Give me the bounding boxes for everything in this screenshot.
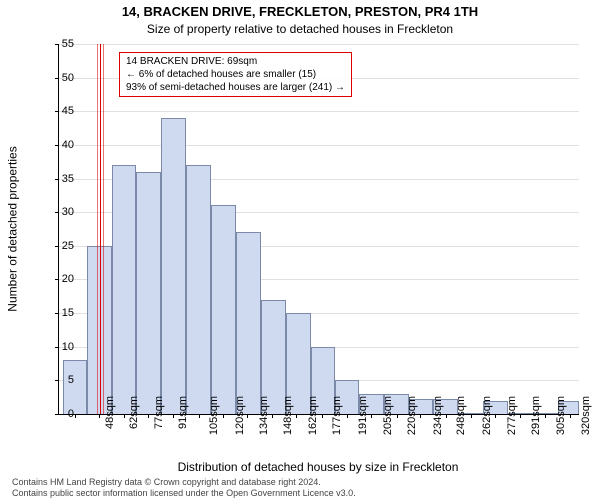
x-tick-label: 277sqm xyxy=(506,396,518,435)
y-tick-label: 10 xyxy=(44,341,74,353)
y-tick-label: 5 xyxy=(44,374,74,386)
annotation-line-3: 93% of semi-detached houses are larger (… xyxy=(126,81,345,94)
y-tick-label: 25 xyxy=(44,240,74,252)
histogram-bar xyxy=(186,165,211,414)
footer-line-2: Contains public sector information licen… xyxy=(12,488,356,498)
x-tick-label: 77sqm xyxy=(153,396,165,429)
reference-line xyxy=(97,44,98,414)
x-tick xyxy=(223,414,224,418)
gridline xyxy=(59,44,579,45)
x-tick xyxy=(520,414,521,418)
footer-attribution: Contains HM Land Registry data © Crown c… xyxy=(12,477,356,498)
x-tick xyxy=(570,414,571,418)
histogram-bar xyxy=(136,172,161,414)
x-tick xyxy=(495,414,496,418)
y-tick-label: 40 xyxy=(44,139,74,151)
y-tick-label: 20 xyxy=(44,273,74,285)
x-tick-label: 305sqm xyxy=(555,396,567,435)
y-axis-label: Number of detached properties xyxy=(6,44,20,414)
x-tick xyxy=(420,414,421,418)
x-tick xyxy=(199,414,200,418)
x-tick xyxy=(272,414,273,418)
x-tick-label: 120sqm xyxy=(234,396,246,435)
x-tick-label: 234sqm xyxy=(432,396,444,435)
chart-subtitle: Size of property relative to detached ho… xyxy=(0,22,600,36)
x-tick xyxy=(75,414,76,418)
property-size-histogram: 14, BRACKEN DRIVE, FRECKLETON, PRESTON, … xyxy=(0,0,600,500)
x-tick xyxy=(397,414,398,418)
x-tick-label: 205sqm xyxy=(382,396,394,435)
y-tick-label: 0 xyxy=(44,408,74,420)
annotation-line-2: ← 6% of detached houses are smaller (15) xyxy=(126,68,345,81)
x-tick-label: 62sqm xyxy=(128,396,140,429)
x-tick xyxy=(545,414,546,418)
chart-title: 14, BRACKEN DRIVE, FRECKLETON, PRESTON, … xyxy=(0,4,600,19)
gridline xyxy=(59,111,579,112)
x-tick xyxy=(371,414,372,418)
x-tick xyxy=(446,414,447,418)
reference-line xyxy=(103,44,104,414)
x-tick xyxy=(173,414,174,418)
y-tick-label: 15 xyxy=(44,307,74,319)
x-tick xyxy=(99,414,100,418)
gridline xyxy=(59,145,579,146)
y-tick-label: 35 xyxy=(44,173,74,185)
annotation-box: 14 BRACKEN DRIVE: 69sqm ← 6% of detached… xyxy=(119,52,352,97)
x-tick-label: 134sqm xyxy=(258,396,270,435)
x-tick xyxy=(347,414,348,418)
x-tick-label: 191sqm xyxy=(357,396,369,435)
y-tick-label: 45 xyxy=(44,105,74,117)
x-tick-label: 248sqm xyxy=(455,396,467,435)
footer-line-1: Contains HM Land Registry data © Crown c… xyxy=(12,477,356,487)
x-tick-label: 291sqm xyxy=(530,396,542,435)
x-tick-label: 162sqm xyxy=(307,396,319,435)
x-axis-label: Distribution of detached houses by size … xyxy=(58,460,578,474)
histogram-bar xyxy=(236,232,261,414)
x-tick-label: 91sqm xyxy=(177,396,189,429)
x-tick-label: 148sqm xyxy=(282,396,294,435)
x-tick-label: 320sqm xyxy=(580,396,592,435)
y-tick-label: 30 xyxy=(44,206,74,218)
x-tick xyxy=(296,414,297,418)
x-tick xyxy=(471,414,472,418)
x-tick-label: 105sqm xyxy=(208,396,220,435)
x-tick-label: 262sqm xyxy=(481,396,493,435)
histogram-bar xyxy=(63,360,87,414)
histogram-bar xyxy=(211,205,236,414)
x-tick xyxy=(124,414,125,418)
x-tick-label: 177sqm xyxy=(331,396,343,435)
plot-area: 48sqm62sqm77sqm91sqm105sqm120sqm134sqm14… xyxy=(58,44,579,415)
x-tick xyxy=(322,414,323,418)
histogram-bar xyxy=(112,165,136,414)
x-tick-label: 220sqm xyxy=(406,396,418,435)
y-tick-label: 55 xyxy=(44,38,74,50)
reference-line xyxy=(100,44,101,414)
x-tick xyxy=(148,414,149,418)
x-tick-label: 48sqm xyxy=(104,396,116,429)
annotation-line-1: 14 BRACKEN DRIVE: 69sqm xyxy=(126,55,345,68)
y-tick-label: 50 xyxy=(44,72,74,84)
x-tick xyxy=(247,414,248,418)
histogram-bar xyxy=(161,118,186,414)
